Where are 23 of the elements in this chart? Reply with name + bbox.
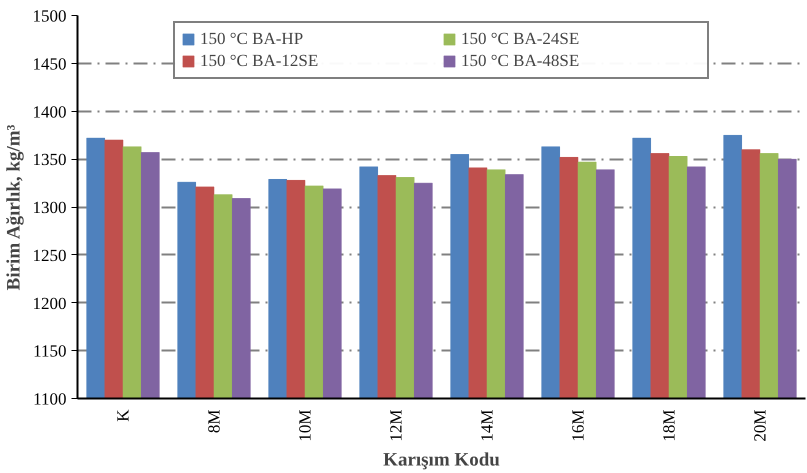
x-tick-label: 20M bbox=[750, 409, 770, 442]
y-tick-label: 1100 bbox=[33, 390, 67, 408]
y-tick-label: 1400 bbox=[32, 102, 66, 122]
legend-label: 150 °C BA-12SE bbox=[200, 51, 320, 71]
y-tick-label: 1150 bbox=[33, 342, 67, 361]
y-axis-title: Birim Ağırlık, kg/m³ bbox=[4, 124, 24, 290]
y-tick-label: 1300 bbox=[32, 198, 66, 217]
y-tick-label: 1500 bbox=[32, 6, 66, 26]
x-tick-label: 10M bbox=[296, 409, 314, 442]
y-tick-label: 1250 bbox=[32, 246, 66, 265]
legend-label: 150 °C BA-24SE bbox=[461, 29, 580, 49]
y-tick-label: 1450 bbox=[32, 54, 66, 74]
x-tick-label: K bbox=[114, 408, 132, 422]
y-tick-label: 1350 bbox=[32, 150, 66, 170]
x-tick-label: 14M bbox=[478, 409, 496, 442]
x-tick-label: 8M bbox=[204, 409, 224, 434]
x-tick-label: 12M bbox=[386, 409, 406, 442]
legend-label: 150 °C BA-HP bbox=[200, 29, 304, 49]
x-tick-label: 16M bbox=[568, 409, 588, 442]
x-tick-label: 18M bbox=[660, 409, 678, 442]
x-axis-title: Karışım Kodu bbox=[383, 450, 500, 471]
legend-label: 150 °C BA-48SE bbox=[461, 51, 580, 71]
y-tick-label: 1200 bbox=[32, 294, 66, 313]
